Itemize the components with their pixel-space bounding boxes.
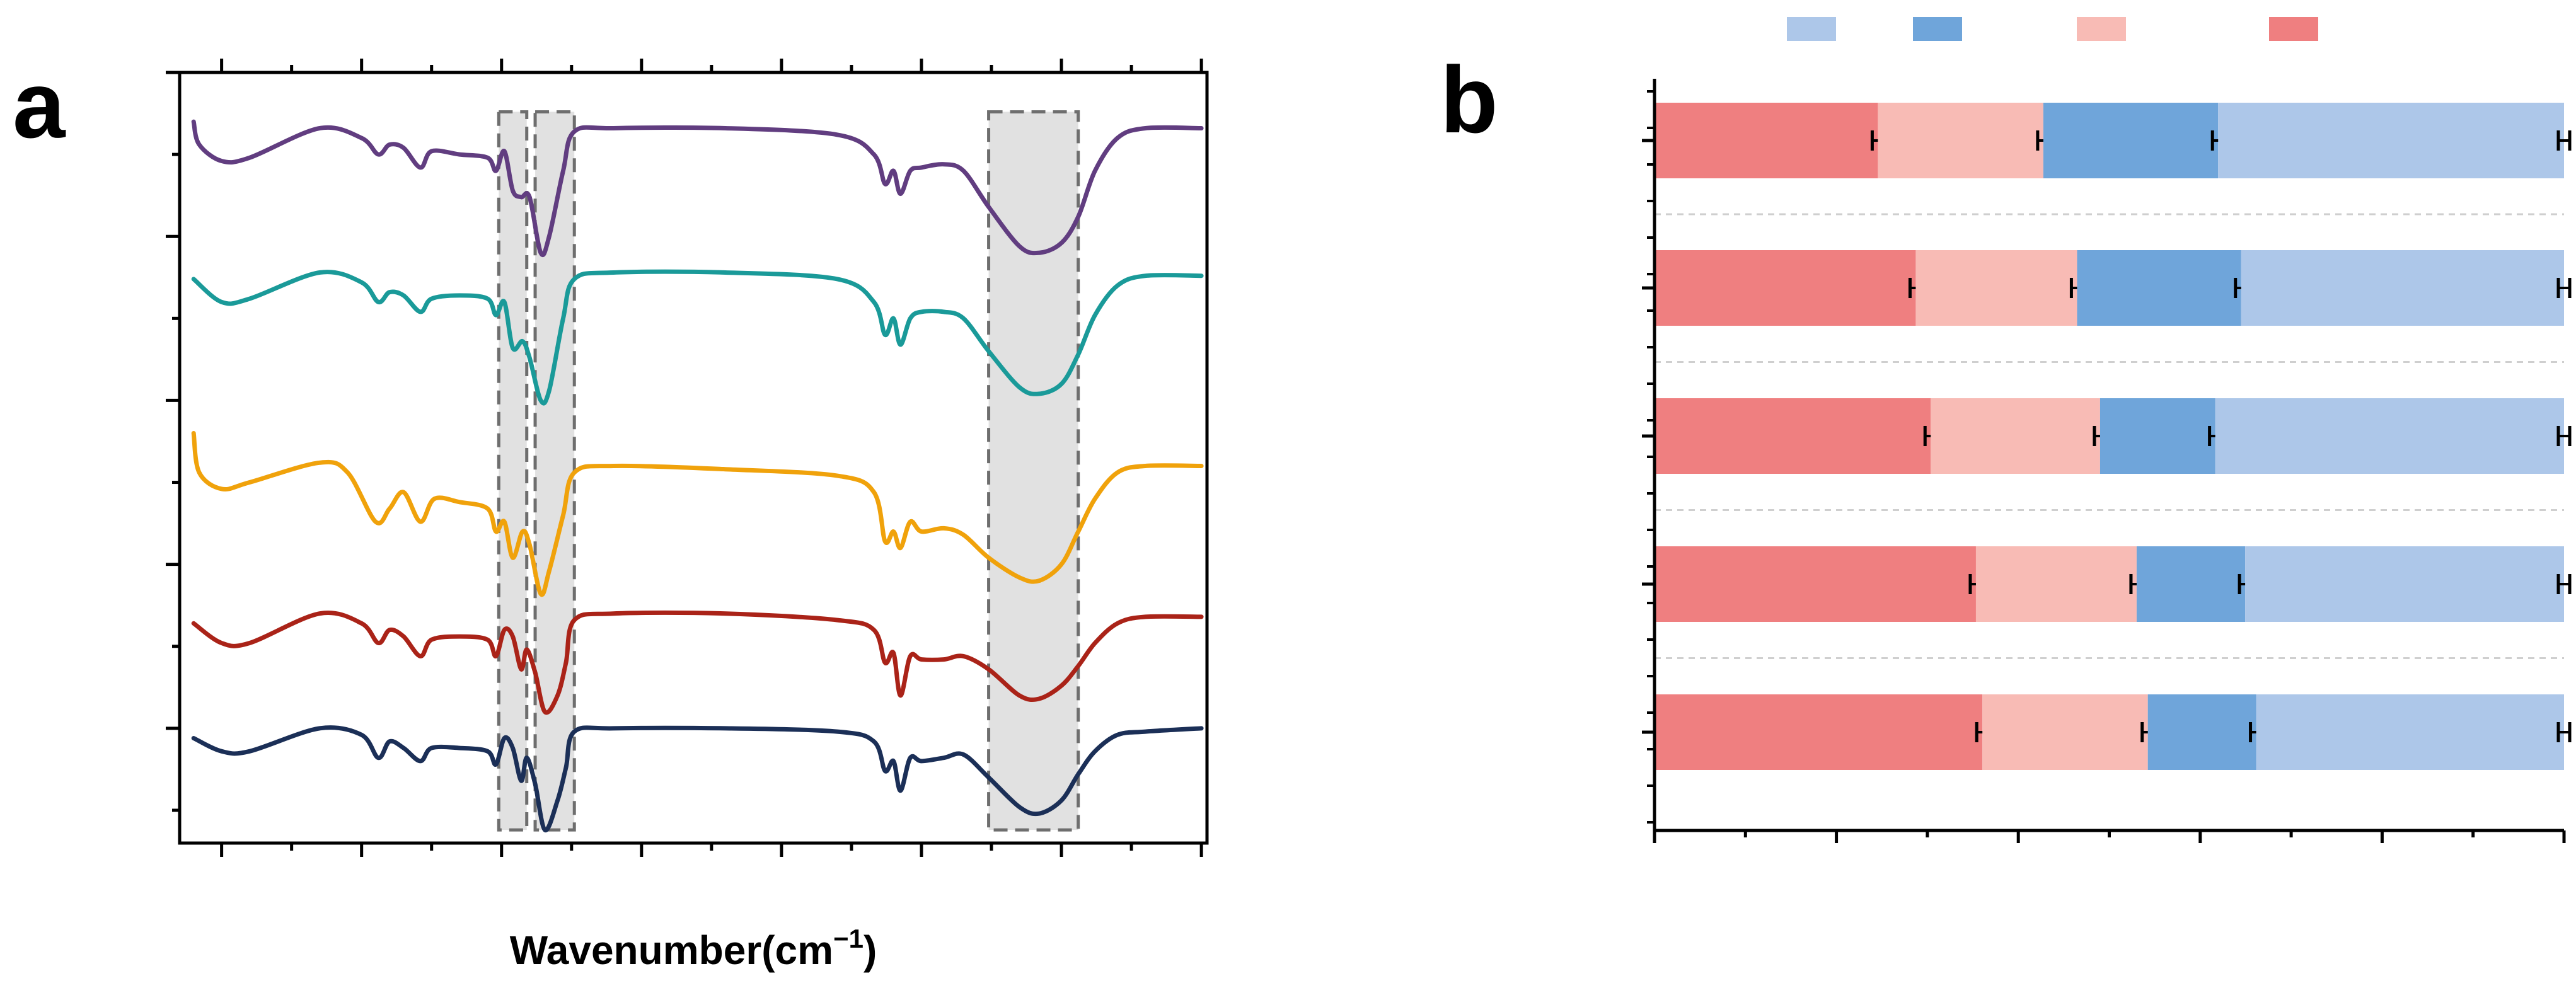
bar-segment — [1655, 546, 1976, 622]
bar-segment — [2241, 250, 2564, 326]
bar-segment — [1878, 103, 2043, 178]
x-axis-title-superscript: −1 — [833, 924, 863, 953]
bar-segment — [1975, 546, 2137, 622]
bar-segment — [2215, 398, 2564, 474]
bar-segment — [1655, 103, 1878, 178]
legend-swatch — [1787, 17, 1836, 41]
spectrum-line — [191, 725, 1204, 832]
x-axis-title-tail: ) — [863, 928, 877, 973]
bar-segment — [2043, 103, 2219, 178]
bar-segment — [1655, 694, 1983, 770]
spectrum-line — [191, 119, 1204, 258]
bar-segment — [1915, 250, 2077, 326]
bar-segment — [1982, 694, 2148, 770]
x-axis-title-main: Wavenumber(cm — [510, 928, 833, 973]
spectrum-line — [191, 431, 1204, 597]
bar-segment — [2147, 694, 2256, 770]
panel-b-letter: b — [1440, 47, 1498, 152]
plot-frame — [178, 71, 1209, 845]
legend-swatch — [2077, 17, 2126, 41]
bar-segment — [2136, 546, 2246, 622]
secondary-structure-chart — [1642, 17, 2572, 843]
bar-segment — [2218, 103, 2564, 178]
band-region — [497, 110, 529, 832]
legend-swatch — [1913, 17, 1962, 41]
ftir-spectra-chart: Wavenumber(cm−1) — [166, 59, 1209, 973]
bar-segment — [2245, 546, 2564, 622]
spectrum-line — [191, 610, 1204, 715]
bar-segment — [2256, 694, 2564, 770]
spectrum-line — [191, 269, 1204, 406]
bar-segment — [2099, 398, 2215, 474]
bar-segment — [1655, 250, 1916, 326]
bar-segment — [1931, 398, 2100, 474]
bar-segment — [1655, 398, 1931, 474]
bar-segment — [2077, 250, 2241, 326]
panel-a-letter: a — [13, 52, 66, 158]
band-region — [987, 110, 1080, 832]
x-axis-title: Wavenumber(cm−1) — [510, 924, 877, 973]
legend-swatch — [2269, 17, 2318, 41]
